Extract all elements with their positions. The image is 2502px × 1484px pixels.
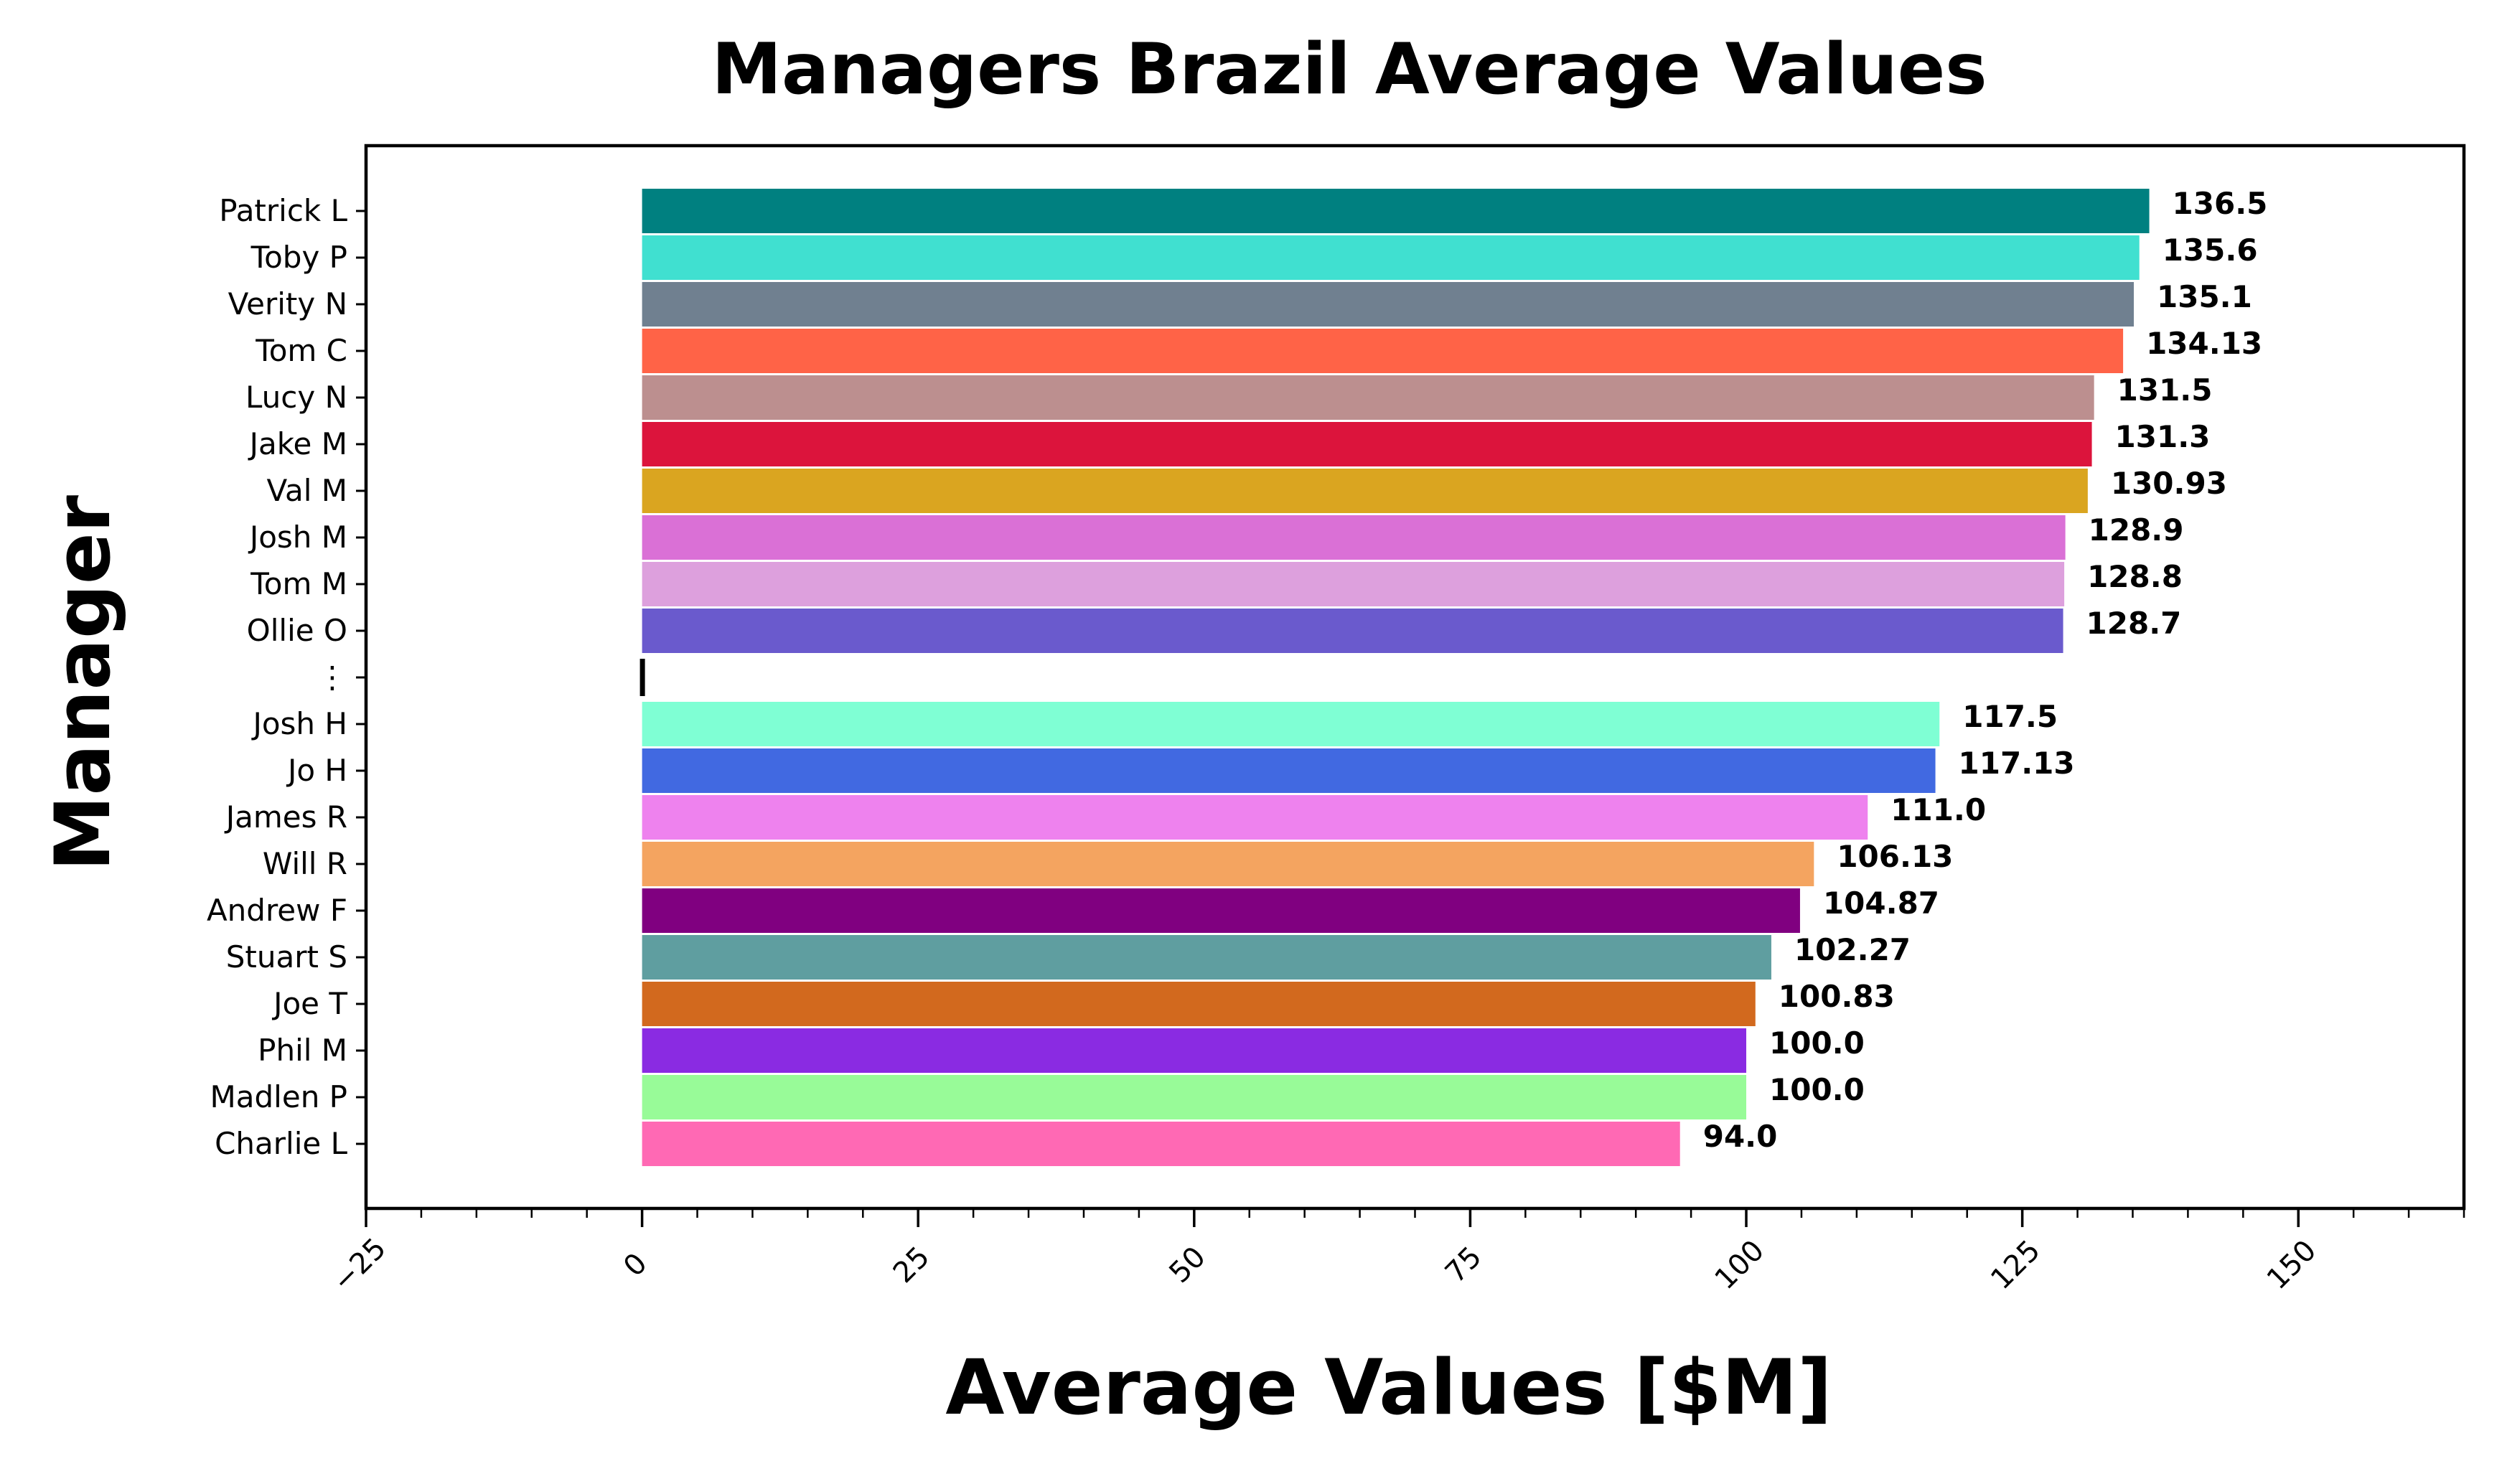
bar-value-label: 100.83 bbox=[1779, 979, 1895, 1014]
bar bbox=[642, 562, 2065, 606]
x-axis-label: Average Values [$M] bbox=[945, 1343, 1832, 1432]
y-tick-label: Tom C bbox=[255, 333, 347, 368]
y-tick-label: Lucy N bbox=[245, 380, 347, 415]
bar bbox=[642, 375, 2094, 420]
bar-value-label: 131.5 bbox=[2117, 372, 2213, 408]
bar-value-label: 106.13 bbox=[1837, 839, 1953, 874]
bar bbox=[642, 282, 2135, 327]
bar-value-label: 100.0 bbox=[1769, 1025, 1865, 1061]
bar-value-label: 135.6 bbox=[2163, 233, 2258, 268]
bar bbox=[642, 702, 1940, 746]
bar bbox=[642, 748, 1936, 793]
y-tick-label: Madlen P bbox=[210, 1079, 347, 1114]
y-tick-label: Verity N bbox=[228, 286, 347, 321]
bar-value-label: 136.5 bbox=[2173, 186, 2268, 221]
bar-value-label: 135.1 bbox=[2157, 279, 2252, 314]
bar bbox=[642, 609, 2063, 653]
y-tick-label: Phil M bbox=[258, 1033, 347, 1068]
bar-value-label: 134.13 bbox=[2146, 326, 2262, 361]
y-tick-label: Jake M bbox=[248, 426, 347, 461]
y-tick-label: Jo H bbox=[286, 753, 347, 788]
y-tick-label: Toby P bbox=[250, 240, 347, 275]
bar-value-label: 131.3 bbox=[2115, 419, 2211, 454]
bar-value-label: 130.93 bbox=[2111, 466, 2227, 501]
bar bbox=[642, 842, 1814, 886]
separator-marker bbox=[639, 659, 645, 696]
bar bbox=[642, 1075, 1747, 1119]
y-tick-label: Will R bbox=[263, 846, 347, 881]
bar-value-label: 128.9 bbox=[2089, 512, 2184, 548]
y-tick-label: Val M bbox=[267, 473, 347, 508]
y-tick-label: Josh H bbox=[250, 706, 347, 741]
y-axis-label: Manager bbox=[39, 495, 127, 871]
y-tick-label: ⋮ bbox=[317, 659, 347, 695]
bar bbox=[642, 888, 1800, 933]
plot-frame bbox=[364, 144, 2466, 1211]
y-tick-label: Ollie O bbox=[247, 613, 347, 648]
bar-value-label: 128.8 bbox=[2087, 559, 2183, 594]
plot-area: Patrick L 136.5 Toby P 135.6 Verity N 135.1 To… bbox=[207, 186, 2465, 1298]
bar-value-label: 102.27 bbox=[1794, 932, 1911, 967]
bar-value-label: 94.0 bbox=[1703, 1119, 1778, 1154]
y-tick-label: James R bbox=[224, 799, 347, 835]
bar bbox=[642, 795, 1868, 840]
bar bbox=[642, 329, 2124, 373]
y-tick-label: Stuart S bbox=[226, 939, 347, 975]
bar bbox=[642, 1122, 1680, 1166]
bar bbox=[642, 982, 1756, 1026]
y-tick-label: Charlie L bbox=[215, 1126, 347, 1161]
bar-value-label: 117.5 bbox=[1962, 699, 2058, 734]
y-tick-label: Patrick L bbox=[219, 193, 347, 228]
bar bbox=[642, 515, 2066, 560]
bar-value-label: 111.0 bbox=[1890, 792, 1986, 827]
bar bbox=[642, 1028, 1747, 1073]
chart-title: Managers Brazil Average Values bbox=[711, 29, 1987, 111]
y-tick-label: Tom M bbox=[250, 566, 347, 601]
bar bbox=[642, 469, 2088, 513]
bar-value-label: 128.7 bbox=[2086, 606, 2182, 641]
bar-value-label: 117.13 bbox=[1959, 746, 2075, 781]
y-tick-label: Josh M bbox=[248, 520, 347, 555]
bar-value-label: 100.0 bbox=[1769, 1072, 1865, 1107]
bar bbox=[642, 235, 2140, 280]
y-tick-label: Andrew F bbox=[207, 893, 347, 928]
y-tick-label: Joe T bbox=[271, 986, 347, 1021]
bar bbox=[642, 935, 1771, 980]
bar-value-label: 104.87 bbox=[1823, 886, 1939, 921]
bar bbox=[642, 422, 2092, 466]
bar bbox=[642, 189, 2150, 233]
